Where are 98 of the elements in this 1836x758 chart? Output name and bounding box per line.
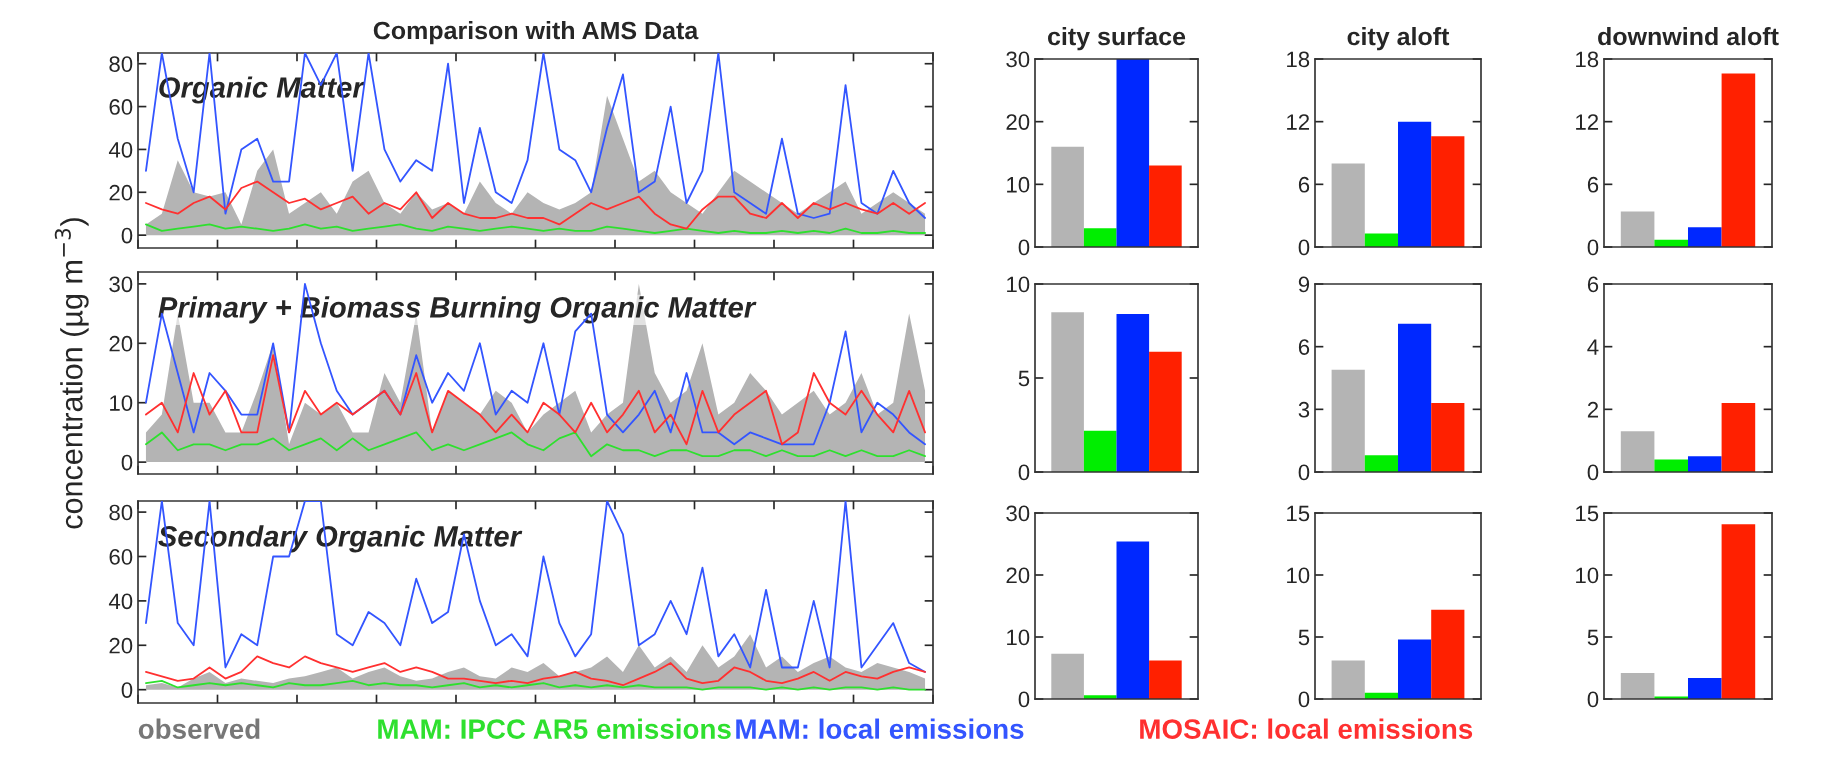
bar [1721,73,1756,247]
bar [1688,227,1722,247]
text: MOSAIC: local emissions [1140,718,1473,739]
chart-title: downwind aloft [1598,26,1779,46]
y-tick-label: 0 [1587,239,1599,256]
y-tick-label: 0 [121,454,133,471]
y-tick-label: 0 [121,227,133,244]
y-tick-label: 10 [1576,567,1599,584]
y-tick-label: 20 [109,335,133,352]
bar [1398,323,1432,472]
y-tick-label: 5 [1298,629,1310,646]
bar [1364,233,1398,247]
bar [1051,653,1084,699]
y-tick-label: 15 [1576,505,1599,522]
y-tick-label: 40 [108,593,133,610]
bar [1051,146,1084,247]
y-tick-label: 10 [110,395,133,411]
bar [1331,163,1365,247]
y-tick-label: 6 [1298,339,1310,355]
y-tick-label: 60 [109,549,133,565]
bar [1721,524,1756,699]
bar [1051,312,1084,472]
y-tick-label: 0 [1587,464,1599,481]
y-tick-label: 12 [1287,114,1310,130]
bar [1149,351,1182,472]
line-series [145,501,926,673]
bar [1331,369,1365,472]
bar [1149,660,1182,699]
y-tick-label: 0 [1018,239,1030,256]
bar [1149,165,1182,247]
y-tick-label: 20 [1006,114,1030,130]
y-tick-label: 6 [1587,276,1599,293]
line-series [145,431,926,458]
bar [1083,430,1117,472]
y-tick-label: 18 [1576,51,1599,68]
y-tick-label: 60 [109,99,133,115]
series-label: MAM: local emissions [736,718,1024,739]
y-tick-label: 5 [1587,629,1599,646]
bar [1431,609,1465,699]
y-tick-label: 6 [1587,176,1599,193]
chart-title: city aloft [1347,26,1450,51]
bar [1721,403,1756,472]
bar [1620,672,1655,699]
bar [1398,121,1432,247]
bar [1116,59,1150,247]
line-series [145,354,926,446]
y-tick-label: 20 [109,184,133,201]
bar [1083,228,1117,247]
y-tick-label: 18 [1287,51,1310,68]
y-tick-label: 10 [1287,567,1310,584]
y-tick-label: 0 [1018,464,1030,481]
y-tick-label: 5 [1018,370,1030,387]
y-tick-label: 0 [1587,691,1599,708]
bar [1398,639,1432,699]
y-tick-label: 20 [1006,567,1030,584]
series-label: MAM: IPCC AR5 emissions [378,718,731,739]
y-tick-label: 4 [1587,339,1599,355]
y-tick-label: 0 [1298,691,1310,708]
y-tick-label: 80 [109,56,133,72]
y-tick-label: 0 [1298,239,1310,256]
bar [1116,541,1150,699]
y-tick-label: 30 [1006,51,1030,68]
line-series [145,223,926,234]
bar [1688,456,1722,472]
bar [1688,677,1722,699]
y-tick-label: 30 [109,276,133,293]
y-tick-label: 12 [1576,114,1599,130]
y-tick-label: 3 [1298,401,1310,418]
series-label: observed [138,718,260,739]
y-tick-label: 10 [1007,176,1030,193]
chart-title: Comparison with AMS Data [373,20,699,45]
line-series [145,679,926,691]
bar [1116,314,1150,472]
bar [1654,459,1688,472]
bar [1620,431,1655,472]
y-tick-label: 0 [121,682,133,698]
line-series [145,655,926,687]
y-tick-label: 9 [1298,276,1310,293]
line-series [145,53,926,219]
chart-title: city surface [1048,26,1186,51]
y-tick-label: 10 [1007,276,1030,293]
y-tick-label: 2 [1587,401,1599,418]
bar [1431,403,1465,472]
bar [1620,211,1655,247]
y-tick-label: 10 [1007,629,1030,646]
y-tick-label: 40 [108,141,133,158]
bar [1364,455,1398,472]
y-axis-title: concentration (µg m$^{−3}$) [54,218,89,529]
y-tick-label: 0 [1018,691,1030,708]
y-tick-label: 80 [109,504,133,521]
bar [1431,136,1465,247]
line-series [145,180,926,230]
y-tick-label: 20 [109,637,133,654]
y-tick-label: 15 [1287,505,1310,522]
y-tick-label: 6 [1298,176,1310,193]
y-tick-label: 30 [1006,505,1030,522]
bar [1331,660,1365,699]
y-tick-label: 0 [1298,464,1310,481]
